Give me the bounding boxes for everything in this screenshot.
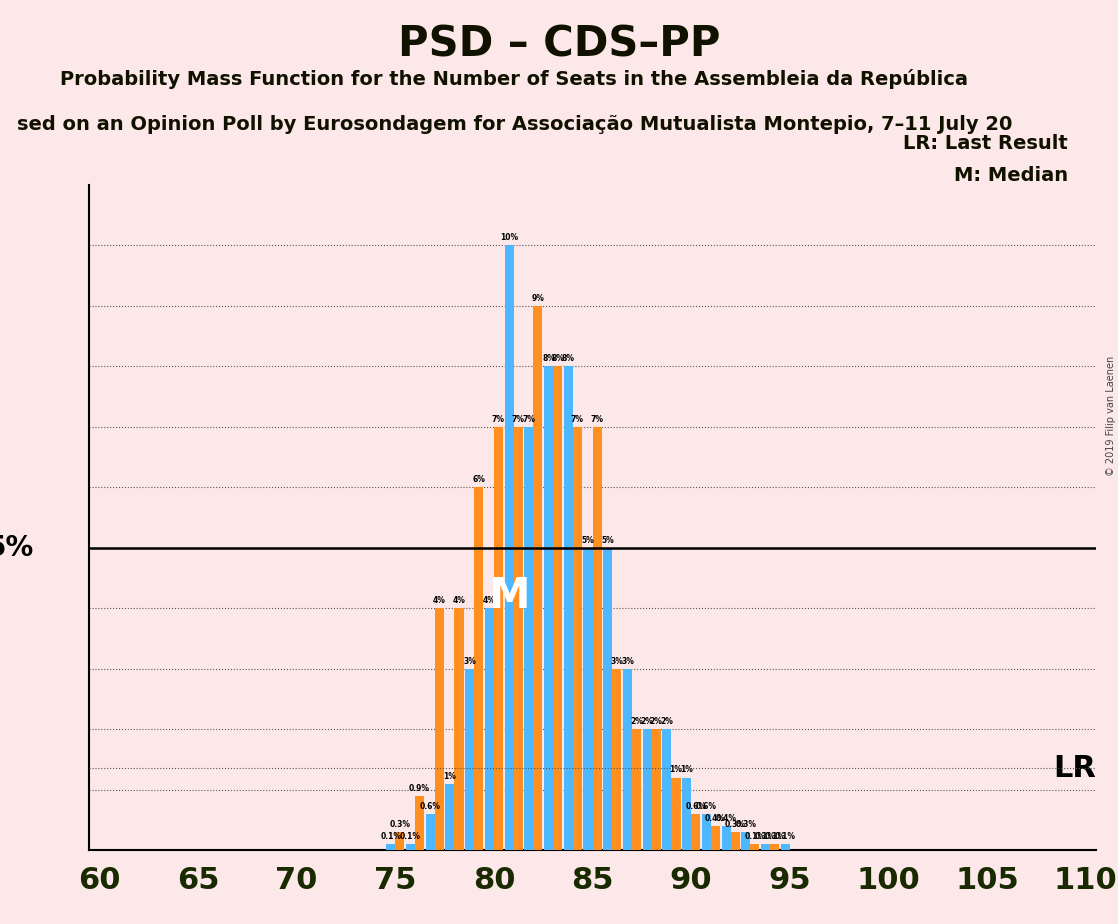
Text: 5%: 5% (581, 536, 595, 544)
Text: 8%: 8% (551, 354, 565, 363)
Text: 0.1%: 0.1% (400, 832, 421, 841)
Text: 3%: 3% (610, 657, 623, 665)
Bar (623, 669, 632, 850)
Bar (604, 548, 613, 850)
Bar (770, 844, 779, 850)
Bar (553, 366, 562, 850)
Bar (731, 832, 740, 850)
Text: 2%: 2% (650, 717, 663, 726)
Text: M: M (489, 575, 530, 617)
Text: sed on an Opinion Poll by Eurosondagem for Associação Mutualista Montepio, 7–11 : sed on an Opinion Poll by Eurosondagem f… (17, 116, 1012, 135)
Bar (613, 669, 622, 850)
Bar (672, 777, 681, 850)
Bar (386, 844, 396, 850)
Bar (702, 814, 711, 850)
Text: 1%: 1% (680, 765, 693, 774)
Bar (524, 427, 533, 850)
Bar (406, 844, 415, 850)
Bar (593, 427, 601, 850)
Text: 4%: 4% (433, 596, 446, 605)
Text: 7%: 7% (522, 415, 536, 424)
Bar (632, 729, 641, 850)
Text: LR: LR (1053, 754, 1096, 783)
Bar (643, 729, 652, 850)
Text: 0.3%: 0.3% (736, 820, 757, 829)
Text: 0.4%: 0.4% (705, 814, 726, 823)
Bar (584, 548, 593, 850)
Bar (563, 366, 572, 850)
Text: 0.1%: 0.1% (775, 832, 796, 841)
Text: 10%: 10% (500, 233, 518, 242)
Bar (474, 487, 483, 850)
Text: 6%: 6% (472, 475, 485, 484)
Bar (504, 245, 513, 850)
Bar (691, 814, 700, 850)
Bar (662, 729, 672, 850)
Bar (454, 608, 464, 850)
Bar (513, 427, 523, 850)
Bar (741, 832, 750, 850)
Bar (415, 796, 424, 850)
Text: M: Median: M: Median (954, 166, 1068, 186)
Text: 0.3%: 0.3% (389, 820, 410, 829)
Text: 0.1%: 0.1% (380, 832, 401, 841)
Bar (396, 832, 405, 850)
Text: 0.4%: 0.4% (716, 814, 737, 823)
Text: Probability Mass Function for the Number of Seats in the Assembleia da República: Probability Mass Function for the Number… (60, 69, 968, 90)
Text: © 2019 Filip van Laenen: © 2019 Filip van Laenen (1106, 356, 1116, 476)
Text: 4%: 4% (483, 596, 495, 605)
Bar (533, 306, 542, 850)
Bar (761, 844, 770, 850)
Text: 7%: 7% (571, 415, 584, 424)
Bar (682, 777, 691, 850)
Bar (426, 814, 435, 850)
Text: 0.6%: 0.6% (685, 802, 707, 810)
Text: 3%: 3% (463, 657, 476, 665)
Text: 0.6%: 0.6% (419, 802, 440, 810)
Bar (652, 729, 661, 850)
Bar (721, 826, 731, 850)
Text: 0.3%: 0.3% (724, 820, 746, 829)
Text: 0.1%: 0.1% (764, 832, 785, 841)
Text: 0.1%: 0.1% (745, 832, 766, 841)
Bar (750, 844, 759, 850)
Text: 8%: 8% (542, 354, 555, 363)
Bar (485, 608, 494, 850)
Text: 2%: 2% (641, 717, 654, 726)
Text: LR: Last Result: LR: Last Result (903, 134, 1068, 153)
Text: 7%: 7% (492, 415, 505, 424)
Text: 5%: 5% (0, 534, 35, 562)
Bar (711, 826, 720, 850)
Text: 0.9%: 0.9% (409, 784, 430, 793)
Text: 1%: 1% (444, 772, 456, 781)
Bar (465, 669, 474, 850)
Bar (494, 427, 503, 850)
Text: 0.1%: 0.1% (755, 832, 776, 841)
Bar (435, 608, 444, 850)
Text: PSD – CDS–PP: PSD – CDS–PP (398, 23, 720, 65)
Bar (572, 427, 581, 850)
Text: 7%: 7% (512, 415, 524, 424)
Text: 2%: 2% (661, 717, 673, 726)
Text: 3%: 3% (620, 657, 634, 665)
Text: 5%: 5% (601, 536, 614, 544)
Text: 9%: 9% (531, 294, 544, 303)
Text: 1%: 1% (670, 765, 682, 774)
Text: 4%: 4% (453, 596, 465, 605)
Text: 2%: 2% (631, 717, 643, 726)
Text: 7%: 7% (590, 415, 604, 424)
Text: 0.6%: 0.6% (695, 802, 717, 810)
Bar (544, 366, 553, 850)
Bar (780, 844, 789, 850)
Bar (445, 784, 454, 850)
Text: 8%: 8% (561, 354, 575, 363)
